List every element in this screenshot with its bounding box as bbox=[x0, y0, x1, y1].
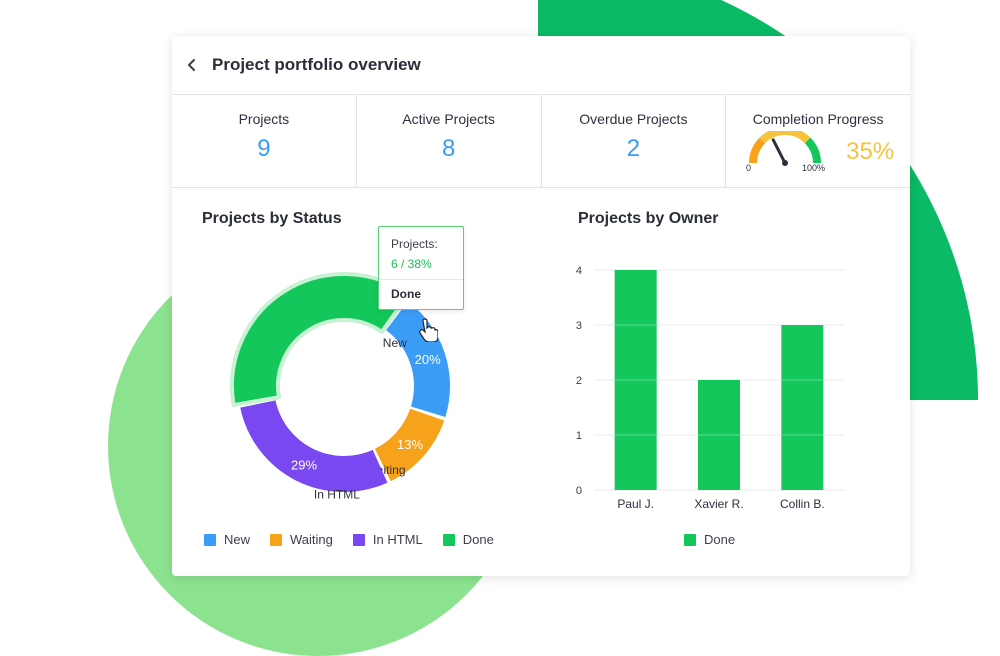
legend-item-new[interactable]: New bbox=[204, 532, 250, 547]
gauge-band-high bbox=[804, 137, 822, 164]
completion-percent: 35% bbox=[846, 138, 895, 165]
gauge-row: 0 100% 35% bbox=[726, 131, 910, 173]
legend-swatch bbox=[352, 533, 365, 546]
gauge-max-label: 100% bbox=[802, 163, 825, 173]
owner-chart-title: Projects by Owner bbox=[578, 210, 719, 227]
stat-overdue-projects: Overdue Projects 2 bbox=[542, 95, 727, 187]
legend-label: New bbox=[224, 532, 251, 547]
gauge-min-label: 0 bbox=[746, 163, 751, 173]
stats-row: Projects 9 Active Projects 8 Overdue Pro… bbox=[172, 95, 910, 188]
back-button[interactable] bbox=[172, 36, 212, 94]
tooltip-status: Done bbox=[391, 287, 421, 301]
legend-item-waiting[interactable]: Waiting bbox=[270, 532, 333, 547]
gauge-hub bbox=[782, 160, 789, 166]
tooltip-label: Projects: bbox=[391, 237, 438, 251]
stat-projects: Projects 9 bbox=[172, 95, 357, 187]
gauge-band-low bbox=[749, 137, 766, 164]
legend-swatch bbox=[684, 533, 696, 546]
gauge-needle bbox=[771, 138, 787, 165]
donut-slice-waiting[interactable] bbox=[374, 408, 445, 482]
card-header: Project portfolio overview bbox=[172, 36, 910, 95]
legend-item-done[interactable]: Done bbox=[684, 532, 735, 547]
status-chart-title: Projects by Status bbox=[202, 210, 342, 227]
stat-completion-progress: Completion Progress 0 100% 35% bbox=[726, 95, 910, 187]
bar-xavier-r[interactable] bbox=[698, 380, 740, 490]
bar-paul-j[interactable] bbox=[614, 270, 657, 490]
stat-label: Projects bbox=[238, 111, 290, 127]
chevron-left-icon bbox=[188, 59, 195, 71]
legend-swatch bbox=[204, 533, 216, 546]
stat-value: 9 bbox=[257, 135, 271, 162]
stat-label: Overdue Projects bbox=[579, 111, 688, 127]
legend-label: Waiting bbox=[290, 532, 333, 547]
gauge-band-mid bbox=[759, 131, 811, 144]
stat-active-projects: Active Projects 8 bbox=[357, 95, 542, 187]
donut-slice-in-html[interactable] bbox=[240, 400, 388, 492]
owner-legend: Done bbox=[684, 532, 755, 547]
stat-value: 8 bbox=[441, 135, 456, 162]
tooltip-divider bbox=[379, 279, 463, 280]
stat-value: 2 bbox=[626, 135, 641, 162]
legend-item-in-html[interactable]: In HTML bbox=[352, 532, 423, 547]
legend-swatch bbox=[442, 533, 455, 546]
chart-tooltip: Projects: 6 / 38% Done bbox=[378, 226, 464, 310]
bar-collin-b[interactable] bbox=[781, 325, 824, 490]
tooltip-value: 6 / 38% bbox=[391, 257, 432, 271]
legend-label: Done bbox=[704, 532, 736, 547]
legend-item-done[interactable]: Done bbox=[442, 532, 494, 547]
completion-gauge: 0 100% bbox=[746, 131, 825, 173]
stat-label: Active Projects bbox=[402, 111, 495, 127]
legend-label: Done bbox=[462, 532, 494, 547]
status-legend: New Waiting In HTML Done bbox=[204, 532, 514, 547]
hand-cursor-icon bbox=[419, 318, 438, 342]
page-title: Project portfolio overview bbox=[212, 55, 421, 74]
legend-label: In HTML bbox=[372, 532, 423, 547]
stat-label: Completion Progress bbox=[752, 111, 884, 127]
legend-swatch bbox=[270, 533, 283, 546]
